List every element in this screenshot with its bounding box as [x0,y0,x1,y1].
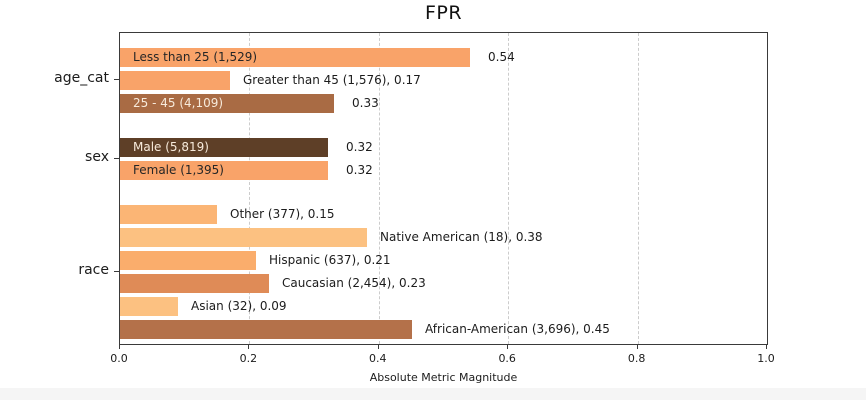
gridline-0.6 [508,33,510,344]
bar-value-label-female: 0.32 [346,162,373,177]
gridline-0.8 [637,33,639,344]
bar-label-greater-than-45: Greater than 45 (1,576), 0.17 [243,72,421,87]
gridline-0.4 [378,33,380,344]
x-tick-1.0 [766,345,767,349]
bar-label-hispanic: Hispanic (637), 0.21 [269,252,391,267]
x-tick-label-0.4: 0.4 [369,352,387,365]
x-tick-label-0.8: 0.8 [627,352,646,365]
x-tick-label-1.0: 1.0 [757,352,775,365]
bar-value-label-male: 0.32 [346,139,373,154]
bar-label-inside-female: Female (1,395) [133,162,224,177]
bar-label-other: Other (377), 0.15 [230,206,335,221]
bar-label-caucasian: Caucasian (2,454), 0.23 [282,275,426,290]
bar-greater-than-45 [120,70,230,90]
x-axis-label: Absolute Metric Magnitude [369,371,518,384]
bar-other [120,204,217,224]
x-tick-0.6 [507,345,509,349]
bar-25-45: 25 - 45 (4,109) [120,93,334,113]
chart-title: FPR [424,2,463,24]
bar-asian [120,296,178,316]
y-axis-group-label-sex: sex [85,148,109,165]
bar-less-than-25: Less than 25 (1,529) [120,47,470,67]
y-tick-sex [114,157,119,159]
bar-hispanic [120,250,256,270]
bar-label-inside-less-than-25: Less than 25 (1,529) [133,49,258,64]
plot-area: Less than 25 (1,529) 0.54 Greater than 45 … [119,32,768,345]
x-tick-label-0.6: 0.6 [498,352,516,365]
bar-female: Female (1,395) [120,160,328,180]
y-tick-race [114,270,119,272]
gridline-0.2 [249,33,251,344]
x-tick-0.8 [636,345,638,349]
y-tick-age-cat [114,79,119,80]
bar-caucasian [120,273,269,293]
bar-value-label-25-45: 0.33 [352,95,379,110]
bar-native-american [120,227,367,247]
y-axis-group-label-race: race [78,261,109,278]
footer-strip [0,388,866,400]
x-tick-0.4 [377,345,379,349]
bar-male: Male (5,819) [120,137,328,157]
bar-value-label-less-than-25: 0.54 [488,49,515,64]
bar-african-american [120,319,412,339]
x-tick-0.0 [119,345,120,349]
bar-label-african-american: African-American (3,696), 0.45 [425,321,610,336]
y-axis-group-label-age-cat: age_cat [54,70,109,86]
bar-label-inside-male: Male (5,819) [133,139,209,154]
bar-label-inside-25-45: 25 - 45 (4,109) [133,95,224,110]
x-tick-0.2 [248,345,250,349]
bar-label-asian: Asian (32), 0.09 [191,298,287,313]
x-tick-label-0.0: 0.0 [110,352,128,365]
x-tick-label-0.2: 0.2 [239,352,258,365]
bar-label-native-american: Native American (18), 0.38 [380,229,543,244]
